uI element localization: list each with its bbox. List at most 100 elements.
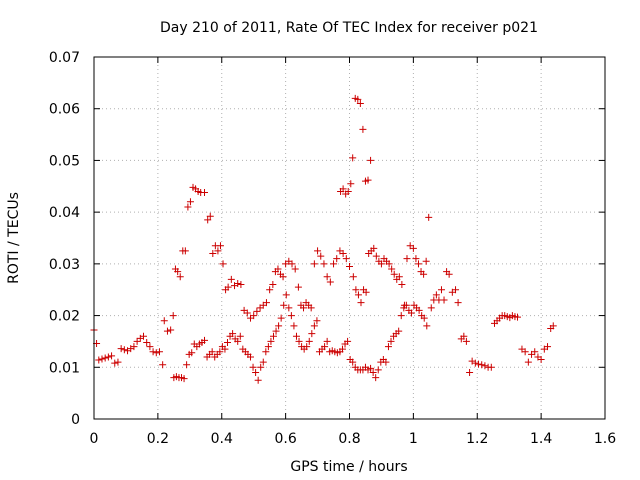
data-point xyxy=(321,343,329,351)
data-point xyxy=(362,288,370,296)
data-point xyxy=(387,337,395,345)
data-point xyxy=(262,348,270,356)
data-point xyxy=(481,362,489,370)
data-point xyxy=(216,242,224,250)
data-point xyxy=(243,309,251,317)
data-point xyxy=(130,343,138,351)
axis-ticks: 0 0.2 0.4 0.6 0.8 1 1.2 1.4 1.6 0 0.01 0.02 0.03 0.04… xyxy=(49,50,616,447)
data-point xyxy=(395,327,403,335)
data-point xyxy=(133,337,141,345)
data-point xyxy=(204,216,212,224)
data-point xyxy=(252,368,260,376)
data-point xyxy=(409,244,417,252)
data-point xyxy=(395,273,403,281)
data-point xyxy=(310,260,318,268)
data-point xyxy=(184,203,192,211)
x-tick-label: 1 xyxy=(409,431,418,447)
data-point xyxy=(275,322,283,330)
data-point xyxy=(237,281,245,289)
data-point xyxy=(402,301,410,309)
data-point xyxy=(186,198,194,206)
data-point xyxy=(372,252,380,260)
data-point xyxy=(266,286,274,294)
data-point xyxy=(221,345,229,353)
data-point xyxy=(377,260,385,268)
data-point xyxy=(349,273,357,281)
data-point xyxy=(229,330,237,338)
chart-title: Day 210 of 2011, Rate Of TEC Index for r… xyxy=(160,20,538,36)
data-point xyxy=(314,247,322,255)
data-point xyxy=(342,255,350,263)
y-tick-label: 0.07 xyxy=(49,50,80,66)
data-point xyxy=(412,255,420,263)
data-point xyxy=(320,260,328,268)
data-point xyxy=(352,286,360,294)
data-point xyxy=(214,247,222,255)
data-point xyxy=(176,273,184,281)
data-point xyxy=(349,358,357,366)
data-point xyxy=(303,343,311,351)
data-point xyxy=(300,304,308,312)
data-point xyxy=(425,213,433,221)
data-point xyxy=(423,322,431,330)
data-point xyxy=(201,336,209,344)
data-point xyxy=(111,359,119,367)
data-point xyxy=(188,349,196,357)
y-tick-label: 0.03 xyxy=(49,257,80,273)
data-point xyxy=(359,125,367,133)
data-point xyxy=(403,255,411,263)
y-tick-label: 0.05 xyxy=(49,153,80,169)
data-point xyxy=(372,374,380,382)
data-point xyxy=(427,304,435,312)
data-point xyxy=(384,343,392,351)
plot-frame xyxy=(93,56,606,420)
data-point xyxy=(98,355,106,363)
data-point xyxy=(163,327,171,335)
data-point xyxy=(246,353,254,361)
data-point xyxy=(471,359,479,367)
data-point xyxy=(174,268,182,276)
data-point xyxy=(414,260,422,268)
data-point xyxy=(250,312,258,320)
data-point xyxy=(487,363,495,371)
data-point xyxy=(398,281,406,289)
data-point xyxy=(370,244,378,252)
data-point xyxy=(277,314,285,322)
data-point xyxy=(339,185,347,193)
data-point xyxy=(224,283,232,291)
data-point xyxy=(280,301,288,309)
data-point xyxy=(236,332,244,340)
data-point xyxy=(308,330,316,338)
data-point xyxy=(440,296,448,304)
data-point xyxy=(262,299,270,307)
data-point xyxy=(374,366,382,374)
data-point xyxy=(169,312,177,320)
data-point xyxy=(108,352,116,360)
data-point xyxy=(357,299,365,307)
data-point xyxy=(146,343,154,351)
data-point xyxy=(234,337,242,345)
data-point xyxy=(180,375,188,383)
data-point xyxy=(323,337,331,345)
data-point xyxy=(216,348,224,356)
data-point xyxy=(167,326,175,334)
data-point xyxy=(326,278,334,286)
data-point xyxy=(307,304,315,312)
y-tick-label: 0.01 xyxy=(49,360,80,376)
data-point xyxy=(388,265,396,273)
data-point xyxy=(267,337,275,345)
data-point xyxy=(390,270,398,278)
data-point xyxy=(407,309,415,317)
data-point xyxy=(364,176,372,184)
data-point xyxy=(521,348,529,356)
data-point xyxy=(269,281,277,289)
data-point xyxy=(223,338,231,346)
data-point xyxy=(114,358,122,366)
data-point xyxy=(454,299,462,307)
data-point xyxy=(249,363,257,371)
data-point xyxy=(282,291,290,299)
data-point xyxy=(313,317,321,325)
data-point xyxy=(120,346,128,354)
data-point xyxy=(385,260,393,268)
data-point xyxy=(234,280,242,288)
